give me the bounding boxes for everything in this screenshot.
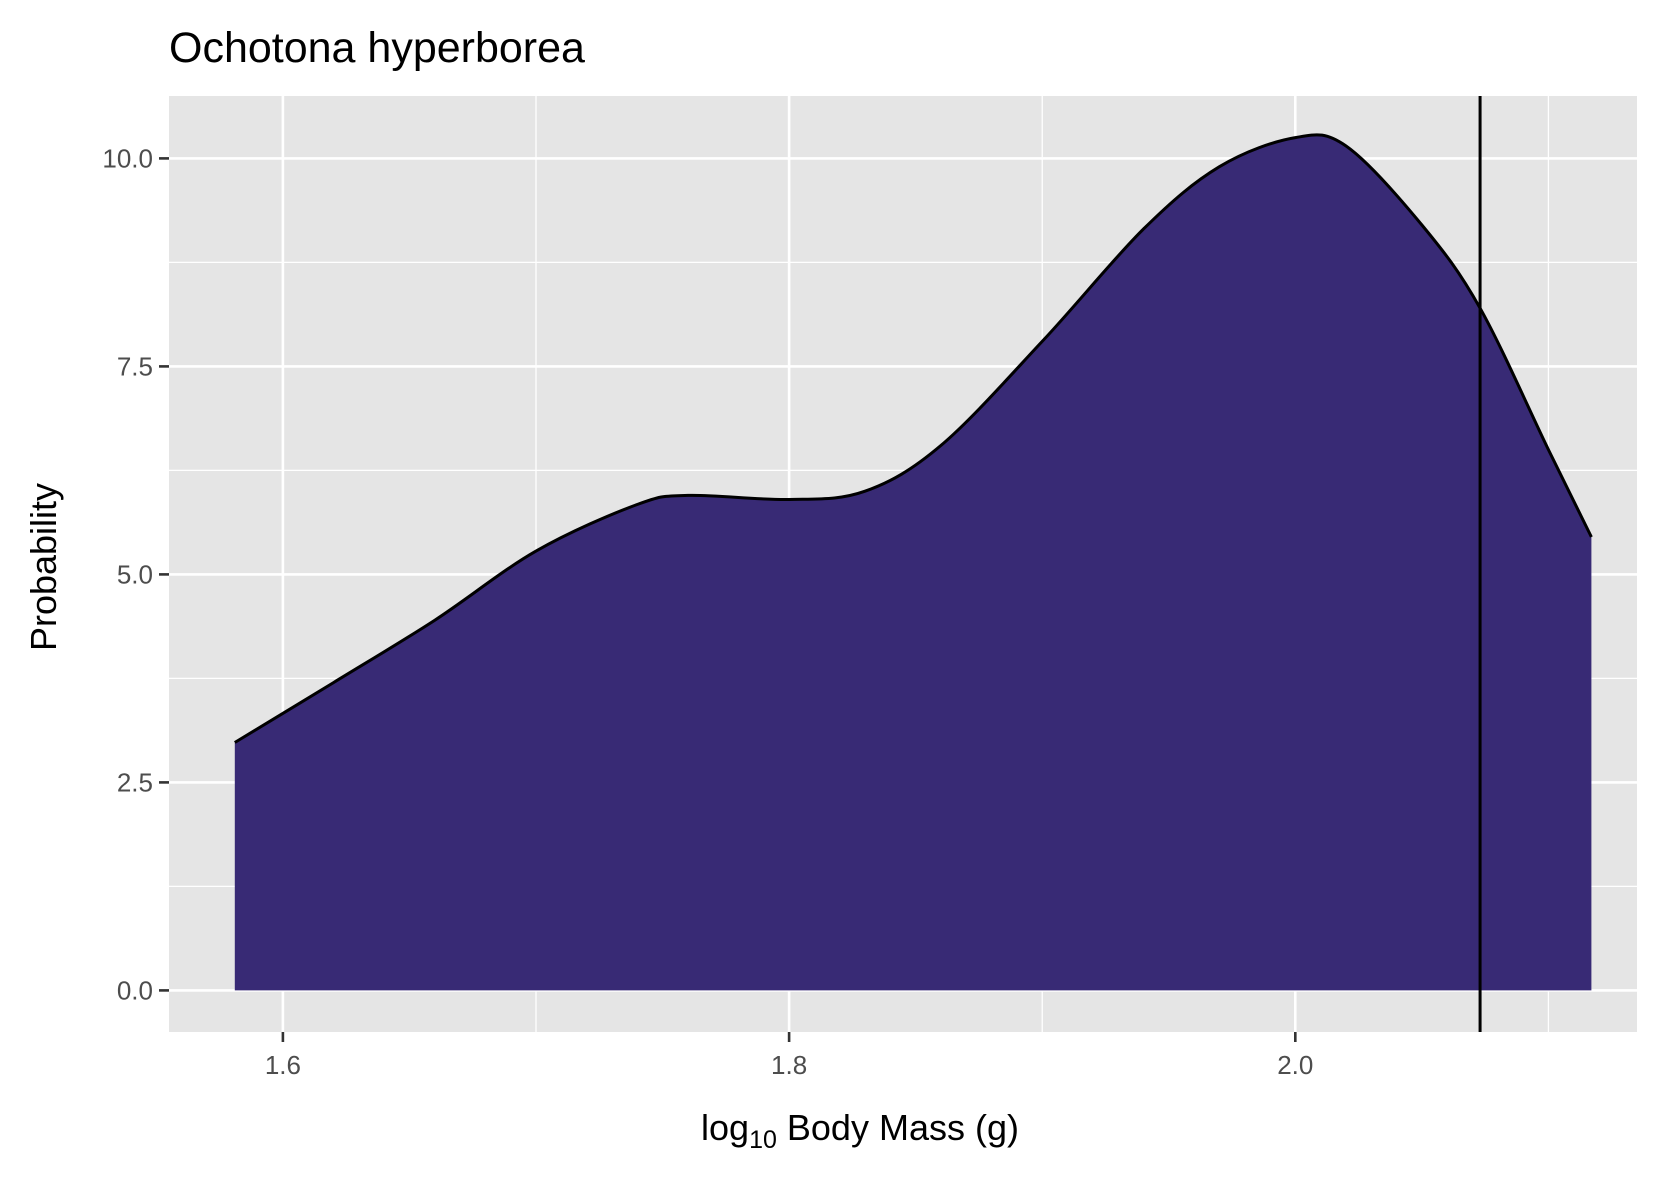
y-tick-label: 7.5 xyxy=(117,351,153,381)
x-axis-title-subscript: 10 xyxy=(749,1126,777,1154)
y-tick-label: 5.0 xyxy=(117,559,153,589)
y-tick-label: 0.0 xyxy=(117,975,153,1005)
y-tick-label: 10.0 xyxy=(102,143,153,173)
y-axis-title: Probability xyxy=(23,483,64,651)
x-axis-title-rest: Body Mass (g) xyxy=(777,1107,1019,1148)
x-tick-label: 1.8 xyxy=(771,1050,807,1080)
chart-title: Ochotona hyperborea xyxy=(169,24,585,72)
x-tick-label: 1.6 xyxy=(265,1050,301,1080)
density-curve xyxy=(234,133,1593,744)
y-tick-label: 2.5 xyxy=(117,767,153,797)
x-axis-title-log: log xyxy=(701,1107,749,1148)
density-area xyxy=(234,134,1592,991)
y-axis: 0.0 2.5 5.0 7.5 10.0 xyxy=(102,143,169,1005)
x-tick-label: 2.0 xyxy=(1277,1050,1313,1080)
x-axis: 1.6 1.8 2.0 xyxy=(265,1032,1313,1080)
x-axis-title: log10 Body Mass (g) xyxy=(701,1107,1019,1154)
